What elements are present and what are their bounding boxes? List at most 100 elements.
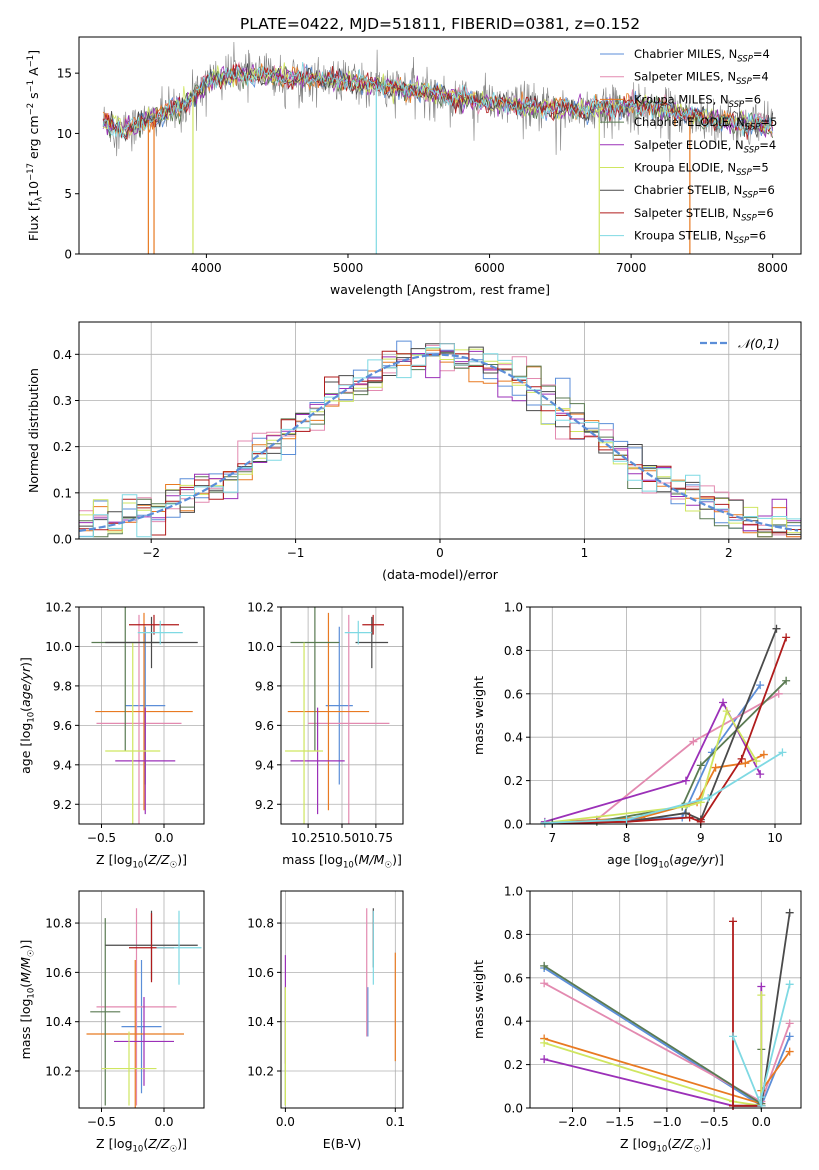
weight-point-kroupa_stelib [540,818,549,827]
y-tick-label: 10 [57,127,72,141]
x-tick-label: 8000 [757,261,788,275]
x-tick-label: −0.5 [700,1115,729,1129]
weight-line-salpeter_stelib [544,637,788,825]
weight-point-kroupa_stelib [704,793,713,802]
weight-line-chabrier_miles [544,684,761,824]
y-tick-label: 10.4 [247,1015,274,1029]
x-tick-label: 1 [581,546,589,560]
y-tick-label: 9.4 [53,758,72,772]
weight-line-kroupa_stelib [544,751,783,824]
weight-point-chabrier_miles [785,1032,794,1041]
y-tick-label: 0.4 [504,1015,523,1029]
y-tick-label: 10.2 [45,601,72,615]
legend-label-chabrier_elodie: Chabrier ELODIE, NSSP​=5 [634,115,777,133]
y-tick-label: 10.2 [247,1065,274,1079]
y-tick-label: 0.6 [504,687,523,701]
weight-line-chabrier_stelib [552,628,778,824]
mass_vs_Z-axes-frame [78,890,205,1109]
weight-point-salpeter_elodie [756,770,765,779]
x-tick-label: 2 [725,546,733,560]
residual-hist-kroupa_stelib [79,343,801,538]
y-tick-label: 10.6 [45,966,72,980]
x-tick-label: 0.0 [154,1115,173,1129]
y-tick-label: 10.4 [45,1015,72,1029]
weight-line-salpeter_stelib [732,921,762,1107]
residuals-panel: (data-model)/error Normed distribution 𝒩(0… [26,322,801,582]
mass_vs_ebv-panel: E(B-V) [281,891,403,1151]
spectrum-ylabel: Flux [fλ​10−17​ erg cm−2​ s−1​ A−1​] [26,50,45,241]
y-tick-label: 1.0 [504,601,523,615]
y-tick-label: 0.2 [504,1058,523,1072]
spectrum-model-salpeter_elodie [102,64,774,139]
y-tick-label: 9.8 [255,679,274,693]
x-tick-label: −1 [287,546,305,560]
weight-line-kroupa_stelib [732,984,791,1107]
mass_vs_Z-frame: −0.5 0.0 10.2 10.4 10.6 10.8 [45,890,205,1129]
weight-point-chabrier_elodie [540,961,549,970]
legend-label-kroupa_elodie: Kroupa ELODIE, NSSP​=5 [634,161,769,179]
y-tick-label: 10.6 [247,966,274,980]
weight-line-kroupa_elodie [543,995,763,1107]
x-tick-label: −1.5 [605,1115,634,1129]
weight-point-salpeter_miles [785,1019,794,1028]
y-tick-label: 0.4 [504,731,523,745]
age_vs_Z-axes-frame [78,606,205,825]
x-tick-label: −1.0 [652,1115,681,1129]
weight-point-kroupa_elodie [540,1038,549,1047]
weight-point-salpeter_miles [774,689,783,698]
weight-point-salpeter_stelib [737,754,746,763]
y-tick-label: 10.8 [45,917,72,931]
y-tick-label: 15 [57,67,72,81]
x-tick-label: 6000 [474,261,505,275]
x-tick-label: −2 [142,546,160,560]
age_vs_mass-xlabel: mass [log10​(M/M☉​)] [282,852,402,871]
y-tick-label: 9.6 [255,719,274,733]
age_vs_mass-frame: 10.25 10.50 10.75 9.2 9.4 9.6 9.8 10.0 10.2 [247,601,404,845]
legend-label-salpeter_miles: Salpeter MILES, NSSP​=4 [634,70,769,88]
spectrum-model-kroupa_stelib [102,62,774,139]
age_vs_Z-ylabel: age [log10​(age/yr)] [18,657,37,774]
age_vs_Z-xlabel: Z [log10​(Z/Z☉​)] [96,852,187,871]
mass_vs_ebv-xlabel: E(B-V) [323,1136,362,1151]
x-tick-label: 0.1 [386,1115,405,1129]
residuals-ylabel: Normed distribution [26,368,41,493]
weight-point-kroupa_stelib [729,1032,738,1041]
spectrum-legend: Chabrier MILES, NSSP​=4 Salpeter MILES, N… [600,47,777,246]
weight_vs_Z-frame: −2.0 −1.5 −1.0 −0.5 0.0 0.0 0.2 0.4 0.6 0.8 1.0 [504,885,802,1129]
weight-point-kroupa_stelib [757,1093,766,1102]
legend-label-kroupa_miles: Kroupa MILES, NSSP​=6 [634,92,761,110]
weight-point-salpeter_elodie [719,698,728,707]
weight_vs_Z-xlabel: Z [log10​(Z/Z☉​)] [620,1136,711,1155]
weight-point-kroupa_miles [711,763,720,772]
x-tick-label: 4000 [191,261,222,275]
legend-label-kroupa_stelib: Kroupa STELIB, NSSP​=6 [634,229,766,247]
x-tick-label: 7000 [616,261,647,275]
age_vs_Z-frame: −0.5 0.0 9.2 9.4 9.6 9.8 10.0 10.2 [45,601,205,845]
spectrum-frame: 4000 5000 6000 7000 8000 0 5 10 15 [57,36,802,275]
age_vs_mass-panel: mass [log10​(M/M☉​)] [281,606,403,871]
y-tick-label: 5 [64,187,72,201]
spectrum-xlabel: wavelength [Angstrom, rest frame] [330,282,550,297]
x-tick-label: 5000 [333,261,364,275]
weight_vs_Z-panel: Z [log10​(Z/Z☉​)] mass weight [471,890,801,1155]
y-tick-label: 0.0 [504,818,523,832]
y-tick-label: 0.6 [504,971,523,985]
weight_vs_age-frame: 7 8 9 10 0.0 0.2 0.4 0.6 0.8 1.0 [504,601,802,845]
legend-label-chabrier_stelib: Chabrier STELIB, NSSP​=6 [634,183,775,201]
weight-point-kroupa_stelib [785,980,794,989]
residuals-frame: −2 −1 0 1 2 0.0 0.1 0.2 0.3 0.4 [53,321,802,560]
weight_vs_age-axes-frame [529,606,802,825]
x-tick-label: 10.25 [291,831,325,845]
x-tick-label: 0.0 [154,831,173,845]
y-tick-label: 0.8 [504,928,523,942]
y-tick-label: 10.2 [247,601,274,615]
weight-point-chabrier_miles [756,681,765,690]
gaussian-curve [79,353,799,532]
x-tick-label: 0 [436,546,444,560]
weight-point-kroupa_elodie [757,991,766,1000]
legend-label-salpeter_stelib: Salpeter STELIB, NSSP​=6 [634,206,774,224]
y-tick-label: 9.2 [53,798,72,812]
weight-point-kroupa_elodie [722,707,731,716]
x-tick-label: 7 [548,831,556,845]
